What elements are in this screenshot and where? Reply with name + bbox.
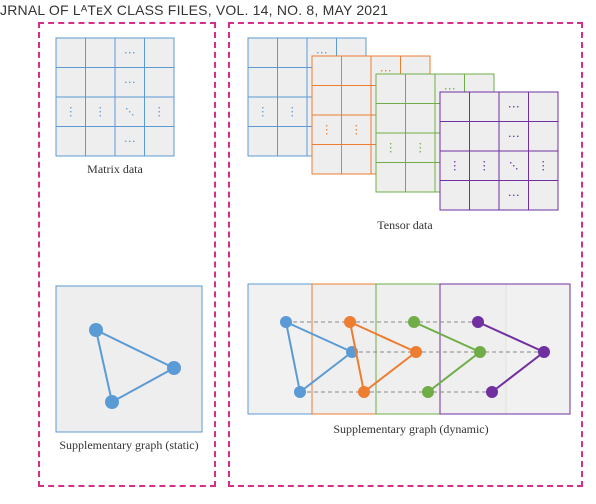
tensor-caption: Tensor data (248, 218, 562, 233)
static-graph-caption: Supplementary graph (static) (52, 438, 206, 453)
static-graph-figure (54, 284, 204, 434)
matrix-data-figure (54, 36, 176, 158)
left-panel: Matrix data Supplementary graph (static) (38, 22, 216, 487)
dynamic-graph-caption: Supplementary graph (dynamic) (248, 422, 574, 437)
right-panel: Tensor data Supplementary graph (dynamic… (228, 22, 583, 487)
dynamic-graph-figure (246, 282, 572, 416)
matrix-caption: Matrix data (56, 162, 174, 177)
tensor-data-figure (246, 36, 560, 212)
page-header: JRNAL OF LᴬTᴇX CLASS FILES, VOL. 14, NO.… (0, 0, 596, 18)
